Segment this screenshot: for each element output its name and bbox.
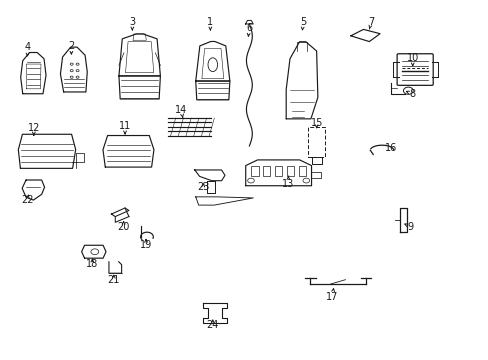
Bar [274,166,282,176]
Text: 11: 11 [119,121,131,131]
Text: 1: 1 [207,17,213,27]
Text: 13: 13 [282,179,294,189]
Text: 3: 3 [129,17,135,27]
Bar [286,166,293,176]
Text: 17: 17 [325,292,338,302]
FancyBboxPatch shape [396,54,432,85]
Text: 8: 8 [409,89,415,99]
Text: 16: 16 [384,143,396,153]
Text: 10: 10 [406,53,418,63]
Text: 18: 18 [86,259,98,269]
Bar [251,166,258,176]
Text: 20: 20 [117,222,129,231]
Text: 21: 21 [107,275,120,285]
Text: 15: 15 [310,118,322,128]
Text: 22: 22 [21,195,34,205]
Text: 7: 7 [367,17,374,27]
Text: 9: 9 [407,222,412,231]
Text: 24: 24 [206,320,219,330]
Text: 23: 23 [197,182,209,192]
Text: 2: 2 [68,41,74,50]
Text: 6: 6 [246,23,252,33]
Bar [263,166,270,176]
Text: 5: 5 [299,17,305,27]
Text: 14: 14 [175,105,187,115]
Text: 12: 12 [28,123,40,133]
Bar [298,166,305,176]
Text: 4: 4 [24,42,31,52]
Text: 19: 19 [140,239,152,249]
